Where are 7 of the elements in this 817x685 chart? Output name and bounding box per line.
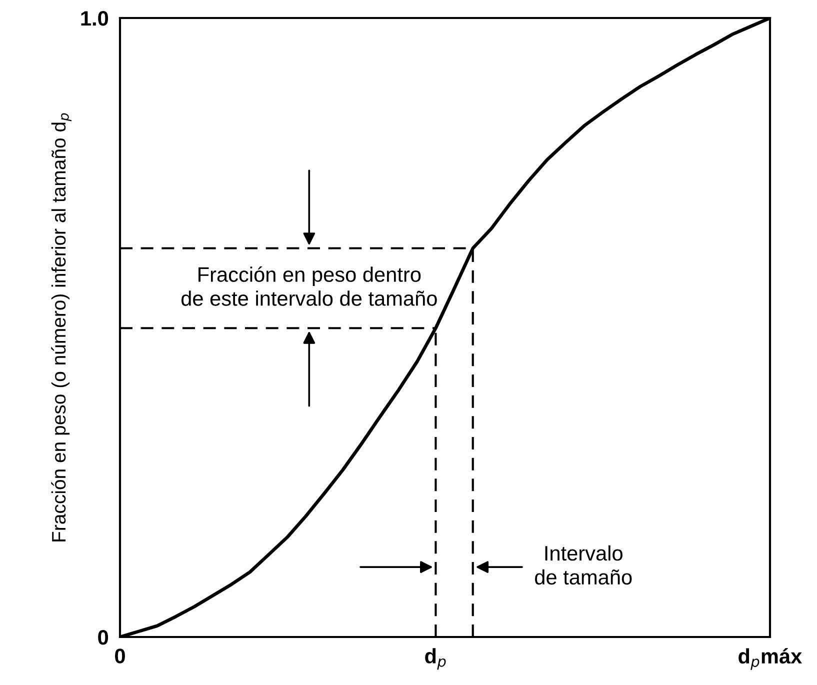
annotation: Fracción en peso dentro de este intervalo de tamaño [181,266,437,306]
y-axis-title: Fracción en peso (o número) inferior al tamaño d$_{p}$ [51,113,72,542]
x-tick-label: d$_{p}$máx [738,648,802,670]
x-tick-label: 0 [115,648,125,664]
annotation: Intervalo de tamaño [535,545,632,585]
y-tick-label: 1.0 [81,11,108,26]
x-tick-label: d$_{p}$ [425,648,446,670]
